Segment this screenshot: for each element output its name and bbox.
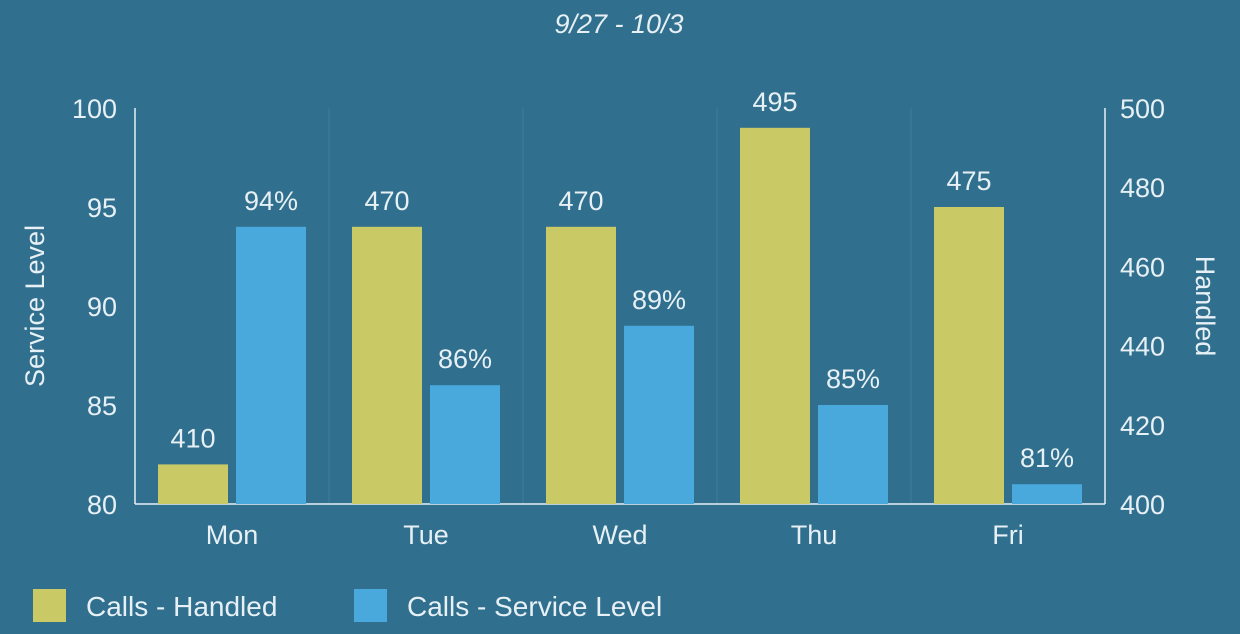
data-label: 89% [632, 285, 686, 315]
bar-handled [934, 207, 1004, 504]
legend-swatch [354, 589, 387, 622]
y-left-tick-label: 80 [87, 490, 117, 520]
x-tick-label: Thu [791, 520, 838, 550]
bar-service-level [236, 226, 306, 505]
x-tick-label: Mon [206, 520, 259, 550]
y-left-axis-label: Service Level [20, 225, 50, 387]
bar-service-level [818, 405, 888, 504]
data-label: 495 [752, 87, 797, 117]
x-ticks: Mon Tue Wed Thu Fri [206, 520, 1024, 550]
data-label: 410 [170, 423, 215, 453]
data-label: 81% [1020, 443, 1074, 473]
y-left-ticks: 100 95 90 85 80 [72, 94, 117, 520]
y-right-tick-label: 440 [1120, 332, 1165, 362]
legend-label: Calls - Service Level [407, 591, 662, 622]
bar-handled [158, 464, 228, 504]
bars [158, 127, 1082, 505]
x-tick-label: Wed [592, 520, 647, 550]
bar-service-level [1012, 484, 1082, 504]
data-label: 470 [364, 186, 409, 216]
grid-separators [328, 108, 912, 504]
y-left-tick-label: 100 [72, 94, 117, 124]
y-right-tick-label: 460 [1120, 252, 1165, 282]
data-label: 470 [558, 186, 603, 216]
x-tick-label: Fri [992, 520, 1023, 550]
y-left-tick-label: 85 [87, 391, 117, 421]
bar-service-level [430, 385, 500, 504]
bar-labels: 410 94% 470 86% 470 89% 495 85% 475 81% [170, 87, 1074, 473]
data-label: 86% [438, 344, 492, 374]
chart-title: 9/27 - 10/3 [554, 9, 683, 39]
y-right-tick-label: 420 [1120, 411, 1165, 441]
legend-label: Calls - Handled [86, 591, 277, 622]
bar-handled [546, 226, 616, 505]
y-right-ticks: 500 480 460 440 420 400 [1120, 94, 1165, 520]
legend: Calls - Handled Calls - Service Level [33, 589, 662, 622]
y-right-tick-label: 500 [1120, 94, 1165, 124]
y-right-tick-label: 400 [1120, 490, 1165, 520]
y-right-axis-label: Handled [1190, 256, 1220, 357]
bar-handled [352, 226, 422, 505]
bar-handled [740, 127, 810, 505]
y-right-tick-label: 480 [1120, 173, 1165, 203]
data-label: 94% [244, 186, 298, 216]
y-left-tick-label: 90 [87, 292, 117, 322]
y-left-tick-label: 95 [87, 193, 117, 223]
data-label: 475 [946, 166, 991, 196]
x-tick-label: Tue [403, 520, 449, 550]
data-label: 85% [826, 364, 880, 394]
legend-swatch [33, 589, 66, 622]
bar-service-level [624, 325, 694, 504]
